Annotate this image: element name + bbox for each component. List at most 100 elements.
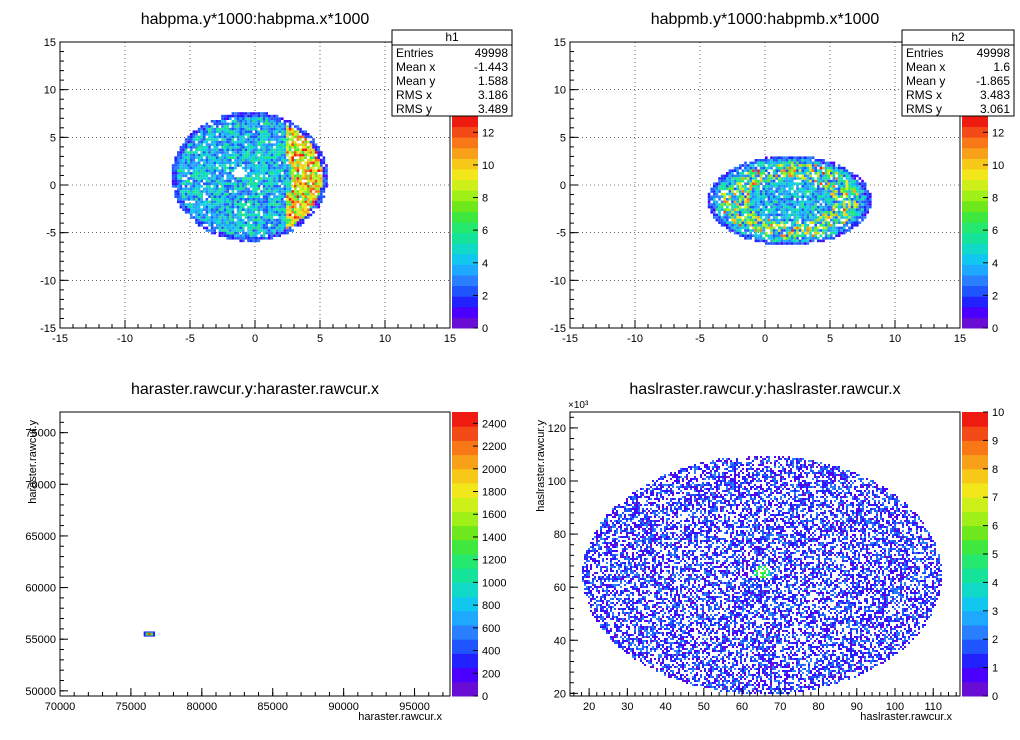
heatmap-cell	[239, 122, 242, 126]
heatmap-cell	[835, 221, 838, 224]
heatmap-cell	[299, 203, 302, 206]
heatmap-cell	[791, 174, 794, 178]
heatmap-cell	[731, 203, 734, 206]
heatmap-cell	[262, 174, 266, 178]
heatmap-cell	[835, 216, 838, 219]
heatmap-cell	[772, 211, 776, 214]
heatmap-cell	[759, 229, 763, 232]
heatmap-cell	[710, 203, 713, 206]
heatmap-cell	[255, 146, 258, 149]
heatmap-cell	[796, 237, 799, 240]
heatmap-cell	[824, 237, 828, 240]
heatmap-cell	[291, 130, 294, 133]
heatmap-cell	[239, 213, 242, 217]
heatmap-cell	[239, 195, 242, 198]
heatmap-cell	[174, 169, 177, 172]
heatmap-cell	[713, 205, 716, 209]
heatmap-cell	[798, 159, 802, 162]
heatmap-cell	[811, 205, 815, 209]
heatmap-cell	[221, 208, 224, 211]
heatmap-cell	[783, 229, 786, 232]
heatmap-cell	[231, 120, 235, 123]
heatmap-cell	[811, 190, 815, 193]
heatmap-cell	[216, 143, 219, 146]
heatmap-cell	[231, 133, 235, 136]
heatmap-cell	[861, 182, 864, 185]
heatmap-cell	[606, 610, 608, 612]
heatmap-cell	[767, 161, 771, 165]
colorbar-band	[452, 596, 478, 612]
heatmap-cell	[270, 130, 274, 133]
heatmap-cell	[286, 229, 289, 232]
heatmap-cell	[726, 177, 729, 180]
heatmap-cell	[754, 218, 758, 222]
heatmap-cell	[622, 642, 624, 644]
heatmap-cell	[806, 242, 810, 245]
heatmap-cell	[236, 112, 240, 115]
heatmap-cell	[244, 216, 248, 219]
heatmap-cell	[624, 564, 626, 566]
heatmap-cell	[283, 143, 287, 146]
heatmap-cell	[278, 151, 281, 154]
heatmap-cell	[754, 192, 758, 196]
heatmap-cell	[830, 185, 833, 188]
heatmap-cell	[281, 231, 284, 235]
heatmap-cell	[312, 195, 315, 198]
heatmap-cell	[628, 638, 630, 640]
heatmap-cell	[231, 226, 235, 230]
heatmap-cell	[275, 221, 279, 224]
heatmap-cell	[257, 135, 261, 139]
heatmap-cell	[291, 122, 294, 126]
heatmap-cell	[772, 226, 776, 230]
heatmap-cell	[325, 182, 328, 185]
heatmap-cell	[192, 156, 196, 159]
heatmap-cell	[767, 179, 771, 183]
heatmap-cell	[598, 536, 600, 538]
heatmap-cell	[184, 159, 188, 162]
heatmap-cell	[608, 514, 610, 516]
heatmap-cell	[827, 185, 830, 188]
heatmap-cell	[247, 226, 250, 230]
heatmap-cell	[827, 164, 830, 167]
heatmap-cell	[809, 159, 812, 162]
heatmap-cell	[788, 159, 791, 162]
heatmap-cell	[798, 239, 802, 243]
heatmap-cell	[226, 174, 229, 178]
heatmap-cell	[231, 143, 235, 146]
heatmap-cell	[612, 510, 614, 512]
heatmap-cell	[179, 200, 183, 204]
heatmap-cell	[744, 190, 747, 193]
heatmap-cell	[778, 164, 781, 167]
heatmap-cell	[614, 530, 616, 532]
heatmap-cell	[628, 508, 630, 510]
heatmap-cell	[780, 187, 784, 191]
heatmap-cell	[317, 153, 320, 157]
heatmap-cell	[757, 208, 760, 211]
heatmap-cell	[278, 218, 281, 222]
heatmap-cell	[179, 146, 183, 149]
heatmap-cell	[827, 200, 830, 204]
heatmap-cell	[624, 602, 626, 604]
heatmap-cell	[806, 190, 810, 193]
heatmap-cell	[804, 221, 807, 224]
heatmap-cell	[832, 164, 836, 167]
heatmap-cell	[275, 130, 279, 133]
heatmap-cell	[179, 172, 183, 175]
heatmap-cell	[850, 213, 854, 217]
heatmap-cell	[814, 161, 817, 165]
heatmap-cell	[223, 211, 227, 214]
heatmap-cell	[236, 135, 240, 139]
heatmap-cell	[791, 192, 794, 196]
heatmap-cell	[741, 195, 745, 198]
heatmap-cell	[312, 198, 315, 201]
heatmap-cell	[294, 200, 297, 204]
heatmap-cell	[600, 566, 602, 568]
heatmap-cell	[260, 190, 263, 193]
heatmap-cell	[252, 125, 255, 128]
heatmap-cell	[236, 179, 240, 183]
heatmap-cell	[718, 185, 721, 188]
heatmap-cell	[210, 133, 214, 136]
z-tick-label: 0	[482, 323, 488, 335]
heatmap-cell	[226, 208, 229, 211]
